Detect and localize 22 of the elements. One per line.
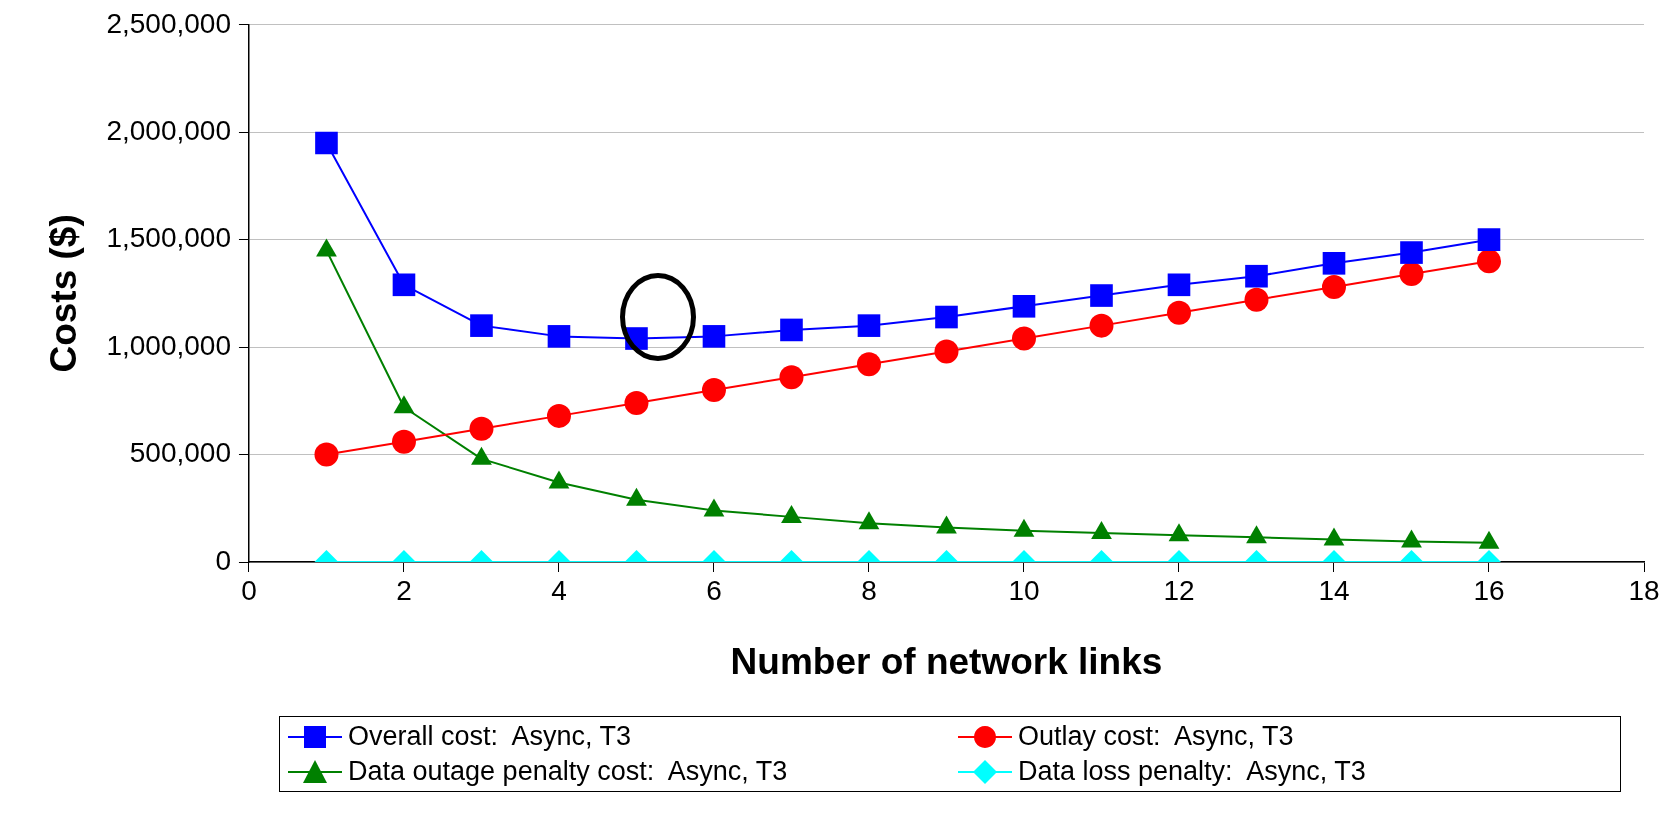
x-tick-label: 0	[241, 574, 257, 606]
x-tick-label: 4	[551, 574, 567, 606]
x-tick-label: 12	[1163, 574, 1195, 606]
y-tick-label: 1,500,000	[106, 222, 231, 254]
y-tick-label: 0	[215, 544, 231, 576]
x-tick-label: 14	[1318, 574, 1350, 606]
x-tick-label: 18	[1628, 574, 1660, 606]
legend-label: Data loss penalty: Async, T3	[1018, 756, 1366, 787]
x-tick-label: 16	[1473, 574, 1505, 606]
x-tick-label: 10	[1008, 574, 1040, 606]
y-tick-label: 1,000,000	[106, 329, 231, 361]
legend-label: Data outage penalty cost: Async, T3	[348, 756, 788, 787]
y-tick-label: 500,000	[129, 437, 231, 469]
y-axis-title: Costs ($)	[43, 214, 85, 373]
y-tick-label: 2,000,000	[106, 114, 231, 146]
legend-label: Outlay cost: Async, T3	[1018, 721, 1294, 752]
x-tick-label: 2	[396, 574, 412, 606]
x-tick-label: 8	[861, 574, 877, 606]
x-axis-title: Number of network links	[730, 641, 1163, 682]
x-tick-label: 6	[706, 574, 722, 606]
legend-label: Overall cost: Async, T3	[348, 721, 632, 752]
y-tick-label: 2,500,000	[106, 7, 231, 39]
